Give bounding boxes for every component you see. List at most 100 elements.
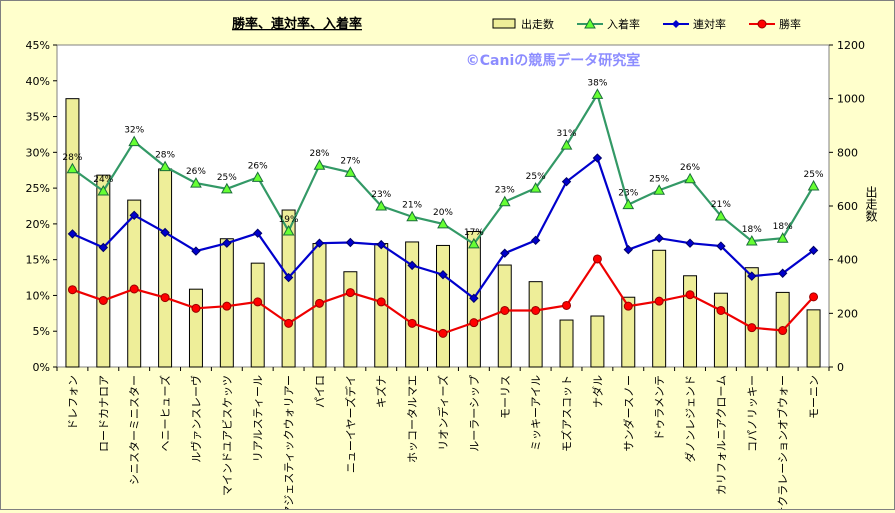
bar-runs xyxy=(713,292,728,368)
point-diamond xyxy=(438,269,448,280)
data-label: 21% xyxy=(711,200,731,210)
point-diamond xyxy=(345,237,356,248)
right-tick-label: 1200 xyxy=(837,39,865,52)
left-tick-label: 5% xyxy=(33,325,50,338)
bar-runs xyxy=(158,168,173,368)
point-circle xyxy=(531,305,541,315)
bar-runs xyxy=(405,241,420,368)
data-label: 18% xyxy=(742,225,762,235)
point-triangle xyxy=(97,184,110,196)
point-triangle xyxy=(468,237,480,249)
point-circle xyxy=(284,318,294,328)
bar-runs xyxy=(559,319,574,368)
point-triangle xyxy=(406,210,418,222)
point-diamond xyxy=(654,233,664,243)
right-tick-label: 1000 xyxy=(837,93,865,106)
legend-label: 出走数 xyxy=(521,17,554,31)
point-diamond xyxy=(777,268,788,278)
point-triangle xyxy=(715,209,727,221)
point-circle xyxy=(592,254,602,264)
point-triangle xyxy=(220,182,233,194)
bar-runs xyxy=(528,281,543,368)
point-circle xyxy=(98,295,108,305)
data-label: 25% xyxy=(526,172,546,182)
data-label: 25% xyxy=(649,174,669,184)
bar-runs xyxy=(621,296,636,368)
bar-runs xyxy=(281,209,296,368)
left-tick-label: 40% xyxy=(26,75,50,88)
point-diamond xyxy=(222,238,232,248)
point-diamond xyxy=(314,238,325,248)
legend-label: 入着率 xyxy=(607,17,640,31)
point-triangle xyxy=(776,232,789,243)
data-label: 38% xyxy=(587,78,607,88)
point-diamond xyxy=(283,272,294,283)
point-circle xyxy=(747,323,757,333)
point-circle xyxy=(222,301,232,311)
right-tick-label: 600 xyxy=(837,200,858,213)
point-triangle xyxy=(251,171,264,182)
point-diamond xyxy=(98,242,109,253)
point-circle xyxy=(654,296,664,306)
category-label: シニスターミニスター xyxy=(128,375,141,485)
point-triangle xyxy=(437,217,449,229)
category-label: ヘニーヒューズ xyxy=(158,375,172,451)
point-triangle xyxy=(498,195,511,207)
point-diamond xyxy=(376,239,386,250)
left-tick-label: 10% xyxy=(26,289,50,302)
point-diamond xyxy=(747,271,757,281)
category-label: ドゥラメンテ xyxy=(653,375,666,441)
point-diamond xyxy=(253,228,263,238)
category-label: マジェスティックウォリアー xyxy=(283,375,296,509)
data-label: 31% xyxy=(557,129,577,139)
point-circle xyxy=(685,290,695,300)
point-diamond xyxy=(623,244,633,255)
point-diamond xyxy=(500,248,510,258)
category-label: ニューイヤーズデイ xyxy=(343,375,357,473)
right-tick-label: 400 xyxy=(837,254,858,267)
category-label: テクラレーションオブウォー xyxy=(776,375,790,509)
point-diamond xyxy=(67,229,78,239)
category-label: ロードカナロア xyxy=(97,375,110,452)
axes: 0% 5% 10% 15% 20% 25% 30% 35% 40% 45% 0 200 400 600 80… xyxy=(26,39,865,513)
data-label: 21% xyxy=(402,201,422,211)
legend-swatch-bar xyxy=(492,18,516,29)
data-label: 28% xyxy=(155,151,175,161)
chart-title: 勝率、連対率、入着率 xyxy=(232,16,362,32)
point-triangle xyxy=(128,135,141,147)
bar-runs xyxy=(744,267,759,368)
data-label: 23% xyxy=(618,189,638,199)
legend-marker xyxy=(672,20,680,28)
category-label: モーニン xyxy=(808,375,821,419)
point-circle xyxy=(469,318,479,328)
category-label: リオンディーズ xyxy=(436,375,450,451)
point-triangle xyxy=(684,172,696,184)
data-label: 27% xyxy=(340,156,360,166)
right-axis-title: 出走数 xyxy=(864,186,878,223)
data-label: 26% xyxy=(186,167,206,177)
point-diamond xyxy=(530,235,541,246)
category-label: ルーラーシップ xyxy=(468,375,481,452)
category-label: ナダル xyxy=(590,375,604,408)
category-label: ホッコータルマエ xyxy=(406,375,419,463)
data-label: 17% xyxy=(464,228,484,238)
point-triangle xyxy=(313,159,326,170)
point-circle xyxy=(253,297,263,307)
point-triangle xyxy=(591,88,604,99)
bar-runs xyxy=(652,249,667,368)
bar-runs xyxy=(188,288,203,368)
category-label: キズナ xyxy=(374,375,388,408)
bar-runs xyxy=(497,264,512,368)
point-triangle xyxy=(745,235,758,246)
point-triangle xyxy=(190,177,202,188)
point-diamond xyxy=(716,241,726,251)
data-label: 25% xyxy=(804,170,824,180)
left-tick-label: 30% xyxy=(26,146,50,159)
bar-runs xyxy=(96,174,111,368)
point-circle xyxy=(345,288,355,298)
bar-runs xyxy=(343,271,358,368)
left-tick-label: 45% xyxy=(26,39,50,52)
point-circle xyxy=(438,328,448,338)
